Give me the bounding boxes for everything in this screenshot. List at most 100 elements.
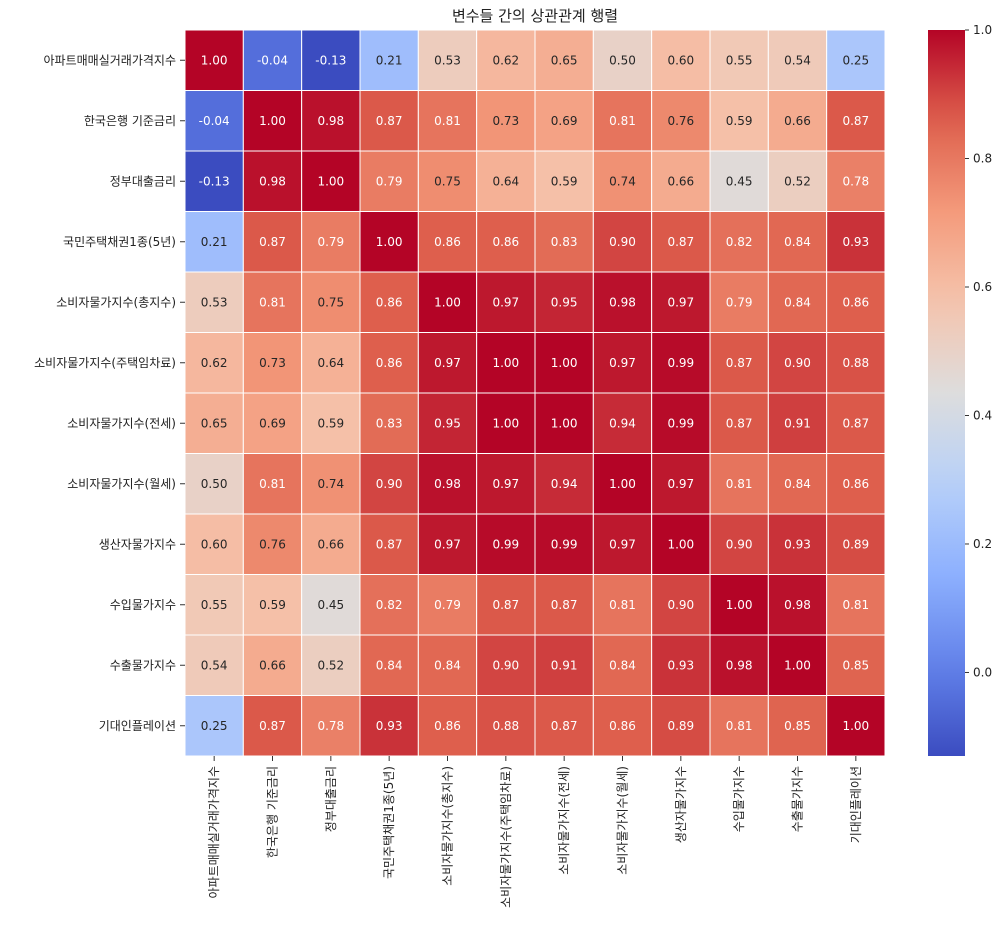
heatmap-cell bbox=[534, 392, 594, 454]
heatmap-cell-value: 0.45 bbox=[317, 598, 344, 612]
heatmap-cell-value: 1.00 bbox=[726, 598, 753, 612]
heatmap-cell bbox=[476, 211, 536, 273]
heatmap-cell-value: 0.87 bbox=[376, 537, 403, 551]
heatmap-cell bbox=[301, 453, 361, 515]
heatmap-cell bbox=[767, 513, 828, 575]
heatmap-cell-labels: 1.00 -0.04 -0.13 0.21 0.53 0.62 0.65 0.50 0.60 0.… bbox=[199, 53, 870, 733]
heatmap-cell bbox=[476, 90, 536, 152]
heatmap-cell-value: 1.00 bbox=[842, 719, 869, 733]
heatmap-cell bbox=[534, 271, 594, 333]
heatmap-cell-value: 0.88 bbox=[842, 356, 869, 370]
heatmap-cell bbox=[709, 695, 769, 757]
heatmap-cell-value: 1.00 bbox=[259, 114, 286, 128]
heatmap-cell-value: 0.21 bbox=[201, 235, 228, 249]
heatmap-cell bbox=[826, 29, 886, 91]
heatmap-cell-value: 0.84 bbox=[784, 477, 811, 491]
heatmap-cell-value: 0.81 bbox=[434, 114, 461, 128]
heatmap-cell-value: 0.98 bbox=[726, 658, 753, 672]
heatmap-cell-value: 0.98 bbox=[259, 174, 286, 188]
heatmap-cell bbox=[242, 271, 303, 333]
heatmap-cell-value: 0.60 bbox=[201, 537, 228, 551]
heatmap-cell bbox=[184, 211, 244, 273]
heatmap-cell-value: 0.98 bbox=[434, 477, 461, 491]
heatmap-cell bbox=[709, 634, 769, 696]
heatmap-cell bbox=[242, 634, 303, 696]
heatmap-cell bbox=[826, 695, 886, 757]
heatmap-cell bbox=[534, 453, 594, 515]
heatmap-cell-value: 0.86 bbox=[492, 235, 519, 249]
heatmap-cell bbox=[359, 90, 419, 152]
heatmap-cell-value: 0.85 bbox=[842, 658, 869, 672]
heatmap-cell bbox=[709, 332, 769, 394]
heatmap-cell-value: 0.78 bbox=[317, 719, 344, 733]
heatmap-cell bbox=[301, 695, 361, 757]
heatmap-cell bbox=[709, 29, 769, 91]
heatmap-cell-value: 0.25 bbox=[201, 719, 228, 733]
heatmap-cell bbox=[592, 574, 653, 636]
heatmap-cell bbox=[242, 574, 303, 636]
y-tick-label: 소비자물가지수(주택임차료) bbox=[34, 356, 176, 370]
heatmap-cell-value: 0.87 bbox=[551, 719, 578, 733]
heatmap-cell bbox=[826, 332, 886, 394]
heatmap-cell-value: 0.52 bbox=[317, 658, 344, 672]
heatmap-cell bbox=[184, 150, 244, 212]
heatmap-cell-value: 0.79 bbox=[434, 598, 461, 612]
heatmap-cell-value: 0.59 bbox=[317, 416, 344, 430]
heatmap-cell bbox=[592, 29, 653, 91]
heatmap-cell-value: 0.89 bbox=[842, 537, 869, 551]
heatmap-cell bbox=[826, 90, 886, 152]
heatmap-cell-value: 0.97 bbox=[667, 477, 694, 491]
chart-title: 변수들 간의 상관관계 행렬 bbox=[452, 7, 618, 25]
heatmap-cell-value: 0.81 bbox=[726, 477, 753, 491]
heatmap-cell-value: 1.00 bbox=[551, 356, 578, 370]
heatmap-cell bbox=[651, 211, 711, 273]
heatmap-cell bbox=[242, 695, 303, 757]
heatmap-cell-value: 0.97 bbox=[667, 295, 694, 309]
heatmap-cell bbox=[417, 574, 478, 636]
colorbar-tick-label: 0.0 bbox=[973, 665, 992, 679]
heatmap-cell-value: 0.21 bbox=[376, 53, 403, 67]
heatmap-cell bbox=[826, 574, 886, 636]
heatmap-cell bbox=[592, 332, 653, 394]
x-tick-label: 기대인플레이션 bbox=[849, 766, 863, 843]
heatmap-cell-value: 0.90 bbox=[376, 477, 403, 491]
heatmap-cell-value: 0.84 bbox=[434, 658, 461, 672]
heatmap-cell bbox=[242, 513, 303, 575]
heatmap-cell-value: 0.97 bbox=[609, 537, 636, 551]
heatmap-cell bbox=[826, 211, 886, 273]
heatmap-cell bbox=[301, 271, 361, 333]
heatmap-cell bbox=[651, 392, 711, 454]
heatmap-cell bbox=[359, 453, 419, 515]
y-tick-label: 한국은행 기준금리 bbox=[84, 113, 176, 128]
heatmap-cell-value: 0.86 bbox=[609, 719, 636, 733]
heatmap-cell-value: 0.89 bbox=[667, 719, 694, 733]
heatmap-cell-value: 0.65 bbox=[551, 53, 578, 67]
heatmap-cell bbox=[767, 453, 828, 515]
heatmap-cell-value: -0.13 bbox=[199, 174, 230, 188]
heatmap-cell bbox=[476, 634, 536, 696]
colorbar-tick-label: 0.8 bbox=[973, 151, 992, 165]
heatmap-cell bbox=[476, 513, 536, 575]
heatmap-cell-value: 0.99 bbox=[667, 356, 694, 370]
heatmap-cell bbox=[826, 634, 886, 696]
heatmap-cell-value: 0.74 bbox=[317, 477, 344, 491]
heatmap-cell-value: 0.64 bbox=[492, 174, 519, 188]
heatmap-cell-value: 0.73 bbox=[492, 114, 519, 128]
heatmap-cell-value: 1.00 bbox=[201, 53, 228, 67]
heatmap-cell-value: -0.13 bbox=[315, 53, 346, 67]
heatmap-cell-value: 1.00 bbox=[667, 537, 694, 551]
colorbar: 0.0 0.2 0.4 0.6 0.8 1.0 bbox=[928, 23, 992, 756]
heatmap-cell bbox=[301, 211, 361, 273]
heatmap-cell bbox=[359, 392, 419, 454]
heatmap-cell bbox=[826, 150, 886, 212]
heatmap-cell-value: 0.79 bbox=[726, 295, 753, 309]
heatmap-cell bbox=[476, 29, 536, 91]
x-tick-label: 수입물가지수 bbox=[732, 766, 746, 832]
heatmap-cell-value: 0.73 bbox=[259, 356, 286, 370]
heatmap-cell-value: 0.85 bbox=[784, 719, 811, 733]
colorbar-tick-label: 0.6 bbox=[973, 280, 992, 294]
heatmap-cell-value: 1.00 bbox=[376, 235, 403, 249]
colorbar-tick-label: 1.0 bbox=[973, 23, 992, 37]
heatmap-cell-value: 0.82 bbox=[726, 235, 753, 249]
heatmap-cell-value: 0.87 bbox=[492, 598, 519, 612]
